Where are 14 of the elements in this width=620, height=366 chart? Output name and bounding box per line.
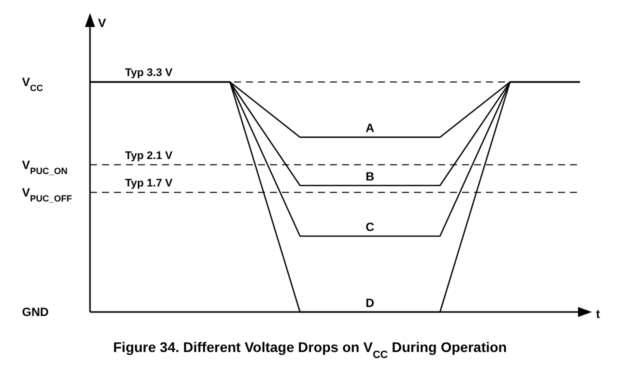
series-label: B	[366, 170, 375, 184]
text: Figure 34. Different Voltage Drops on V$_{CC}$ During Operation	[113, 339, 507, 361]
y-axis-title: V	[98, 16, 106, 30]
ref-line-label: Typ 1.7 V	[125, 177, 174, 190]
text: V$_{PUC_ON}$	[22, 158, 68, 176]
ref-line-label: Typ 2.1 V	[125, 150, 174, 162]
series-label: C	[366, 220, 375, 234]
text: GND	[22, 305, 49, 320]
text: V$_{CC}$	[22, 75, 44, 94]
x-axis-title: t	[596, 307, 600, 321]
series-label: D	[366, 296, 375, 310]
series-label: A	[366, 121, 375, 136]
text: V$_{PUC_OFF}$	[22, 186, 73, 204]
ref-line-label: Typ 3.3 V	[125, 67, 174, 79]
